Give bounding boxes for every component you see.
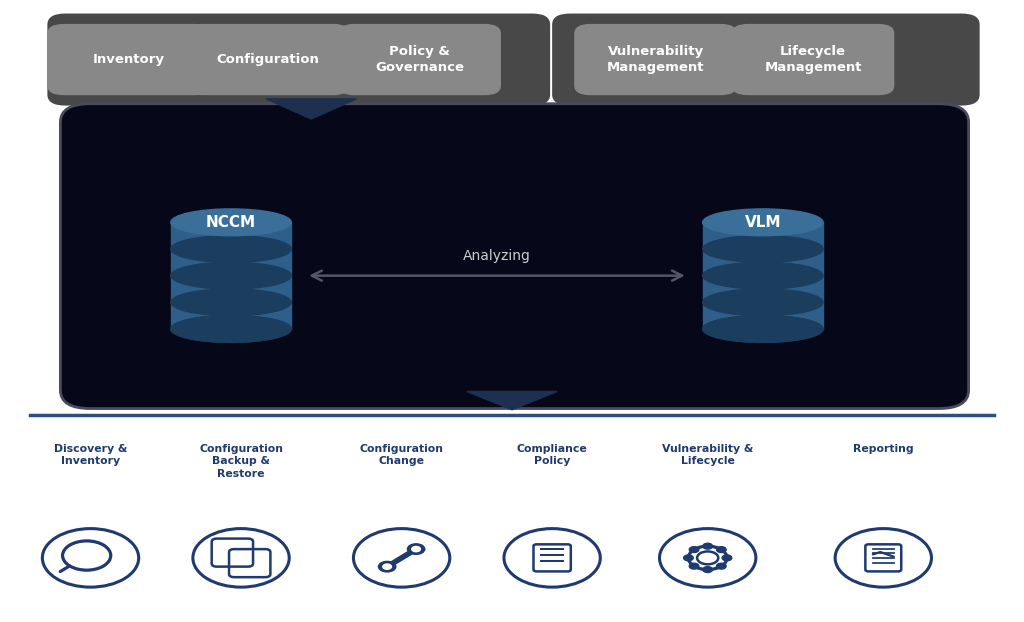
Bar	[171, 222, 291, 249]
Text: Configuration
Change: Configuration Change	[359, 444, 443, 466]
Circle shape	[659, 529, 756, 587]
Bar	[702, 302, 823, 329]
Text: Inventory: Inventory	[92, 53, 165, 66]
FancyBboxPatch shape	[574, 24, 737, 95]
Ellipse shape	[171, 209, 291, 236]
Text: NCCM: NCCM	[206, 215, 256, 230]
Text: Reporting: Reporting	[853, 444, 913, 454]
Circle shape	[504, 529, 600, 587]
Circle shape	[408, 544, 425, 554]
Ellipse shape	[171, 236, 291, 262]
Bar	[171, 249, 291, 276]
FancyBboxPatch shape	[552, 14, 980, 106]
Circle shape	[193, 529, 289, 587]
Circle shape	[42, 529, 138, 587]
Text: Compliance
Policy: Compliance Policy	[517, 444, 588, 466]
Ellipse shape	[171, 289, 291, 316]
Circle shape	[702, 543, 713, 549]
Text: Configuration: Configuration	[217, 53, 319, 66]
Ellipse shape	[171, 315, 291, 342]
Circle shape	[412, 547, 421, 552]
FancyBboxPatch shape	[60, 104, 969, 409]
Ellipse shape	[171, 262, 291, 289]
Circle shape	[717, 547, 726, 552]
Circle shape	[684, 555, 693, 561]
Text: Policy &
Governance: Policy & Governance	[375, 45, 464, 74]
Text: Analyzing: Analyzing	[463, 249, 530, 262]
Circle shape	[353, 529, 450, 587]
Ellipse shape	[171, 315, 291, 342]
Ellipse shape	[702, 262, 823, 289]
Circle shape	[717, 564, 726, 569]
Bar	[171, 302, 291, 329]
Circle shape	[689, 547, 698, 552]
Polygon shape	[266, 99, 356, 119]
Ellipse shape	[702, 209, 823, 236]
Bar	[702, 276, 823, 302]
FancyBboxPatch shape	[732, 24, 894, 95]
Text: Lifecycle
Management: Lifecycle Management	[764, 45, 862, 74]
Ellipse shape	[702, 315, 823, 342]
Polygon shape	[467, 391, 557, 410]
Ellipse shape	[702, 236, 823, 262]
Text: Discovery &
Inventory: Discovery & Inventory	[54, 444, 127, 466]
Circle shape	[383, 564, 391, 569]
Text: Vulnerability &
Lifecycle: Vulnerability & Lifecycle	[662, 444, 754, 466]
Circle shape	[379, 562, 396, 572]
FancyBboxPatch shape	[47, 24, 210, 95]
Text: Vulnerability
Management: Vulnerability Management	[607, 45, 705, 74]
Circle shape	[702, 567, 713, 572]
FancyBboxPatch shape	[186, 24, 349, 95]
Circle shape	[689, 564, 698, 569]
Circle shape	[836, 529, 932, 587]
Circle shape	[722, 555, 732, 561]
Bar	[702, 249, 823, 276]
FancyBboxPatch shape	[47, 14, 550, 106]
Ellipse shape	[702, 315, 823, 342]
Bar	[702, 222, 823, 249]
Ellipse shape	[702, 289, 823, 316]
Text: Configuration
Backup &
Restore: Configuration Backup & Restore	[199, 444, 283, 479]
Text: VLM: VLM	[744, 215, 781, 230]
Bar	[171, 276, 291, 302]
FancyBboxPatch shape	[338, 24, 501, 95]
